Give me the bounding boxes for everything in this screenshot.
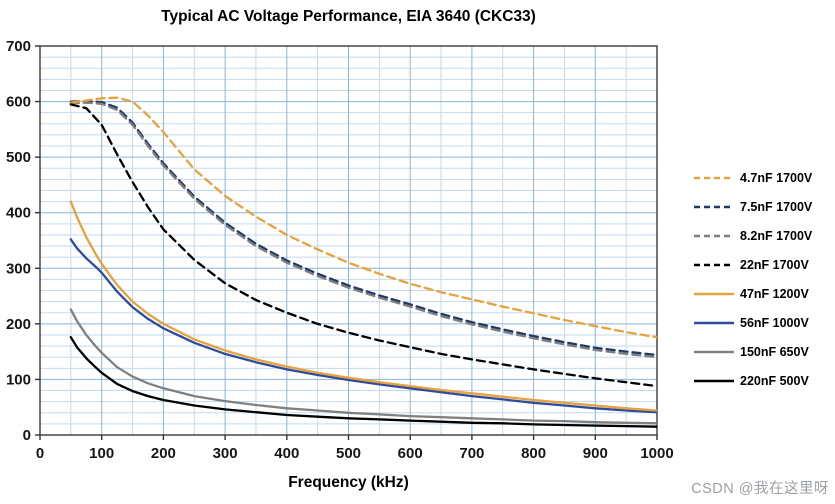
y-tick-label: 500 bbox=[6, 149, 31, 166]
series-line-220nf-500v bbox=[69, 336, 657, 428]
x-tick-label: 900 bbox=[583, 445, 608, 462]
x-tick-label: 0 bbox=[36, 445, 44, 462]
y-tick-label: 700 bbox=[6, 38, 31, 55]
series-line-8.2nf-1700v bbox=[69, 101, 657, 359]
legend-label: 8.2nF 1700V bbox=[740, 228, 813, 243]
legend-line-sample bbox=[694, 234, 734, 237]
legend-label: 47nF 1200V bbox=[740, 286, 809, 301]
legend-item: 22nF 1700V bbox=[694, 250, 812, 279]
legend-line-sample bbox=[694, 176, 734, 179]
y-tick-label: 0 bbox=[23, 427, 31, 444]
legend-item: 220nF 500V bbox=[694, 366, 812, 395]
watermark: CSDN @我在这里呀 bbox=[691, 481, 829, 497]
legend-item: 56nF 1000V bbox=[694, 308, 812, 337]
legend-item: 8.2nF 1700V bbox=[694, 221, 812, 250]
y-tick-label: 600 bbox=[6, 94, 31, 111]
x-tick-label: 800 bbox=[521, 445, 546, 462]
legend-line-sample bbox=[694, 205, 734, 208]
chart-title: Typical AC Voltage Performance, EIA 3640… bbox=[161, 8, 536, 25]
legend-line-sample bbox=[694, 350, 734, 353]
legend-item: 47nF 1200V bbox=[694, 279, 812, 308]
legend: 4.7nF 1700V 7.5nF 1700V 8.2nF 1700V 22nF 17… bbox=[694, 163, 812, 395]
x-tick-label: 300 bbox=[213, 445, 238, 462]
legend-label: 220nF 500V bbox=[740, 373, 809, 388]
legend-label: 22nF 1700V bbox=[740, 257, 809, 272]
x-tick-label: 400 bbox=[274, 445, 299, 462]
x-tick-label: 700 bbox=[459, 445, 484, 462]
x-tick-label: 500 bbox=[336, 445, 361, 462]
y-tick-label: 200 bbox=[6, 316, 31, 333]
series-line-4.7nf-1700v bbox=[69, 96, 657, 339]
series-line-22nf-1700v bbox=[69, 103, 657, 388]
legend-label: 7.5nF 1700V bbox=[740, 199, 813, 214]
legend-item: 7.5nF 1700V bbox=[694, 192, 812, 221]
legend-item: 150nF 650V bbox=[694, 337, 812, 366]
legend-line-sample bbox=[694, 321, 734, 324]
series-line-56nf-1000v bbox=[69, 238, 657, 414]
legend-line-sample bbox=[694, 379, 734, 382]
series-line-150nf-650v bbox=[69, 308, 657, 425]
legend-label: 4.7nF 1700V bbox=[740, 170, 813, 185]
x-tick-label: 1000 bbox=[640, 445, 673, 462]
legend-label: 150nF 650V bbox=[740, 344, 809, 359]
x-tick-label: 600 bbox=[398, 445, 423, 462]
series-line-7.5nf-1700v bbox=[69, 99, 657, 357]
legend-label: 56nF 1000V bbox=[740, 315, 809, 330]
legend-item: 4.7nF 1700V bbox=[694, 163, 812, 192]
y-tick-label: 400 bbox=[6, 205, 31, 222]
series-line-47nf-1200v bbox=[69, 200, 657, 412]
x-tick-label: 100 bbox=[89, 445, 114, 462]
legend-line-sample bbox=[694, 292, 734, 295]
x-tick-label: 200 bbox=[151, 445, 176, 462]
y-tick-label: 300 bbox=[6, 260, 31, 277]
y-tick-label: 100 bbox=[6, 371, 31, 388]
legend-line-sample bbox=[694, 263, 734, 266]
x-axis-label: Frequency (kHz) bbox=[288, 474, 409, 491]
